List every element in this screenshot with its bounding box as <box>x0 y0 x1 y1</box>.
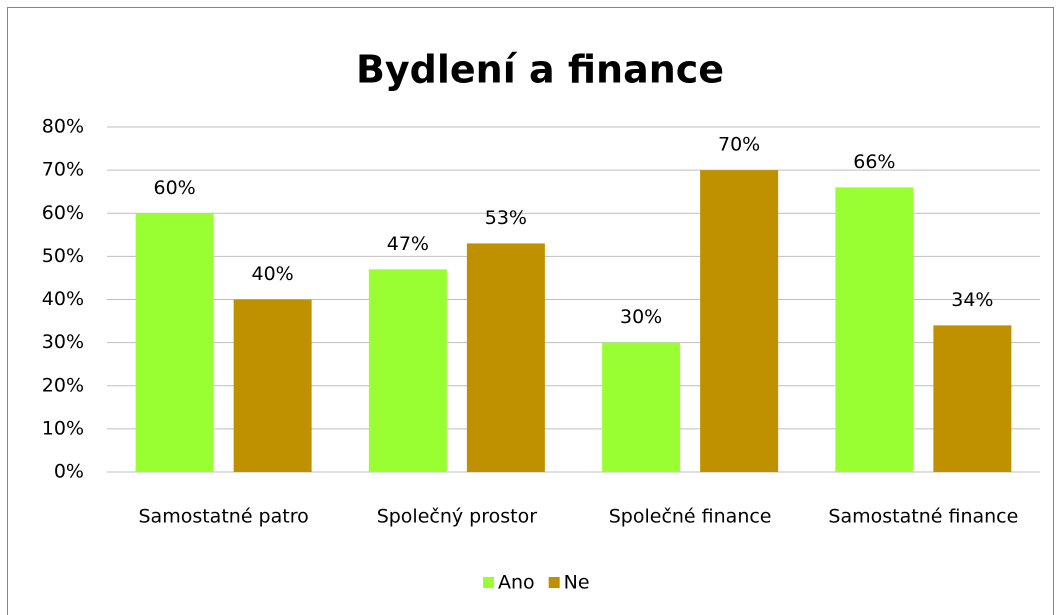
y-tick-label: 20% <box>42 374 84 396</box>
x-tick-label: Společné finance <box>609 506 772 528</box>
y-tick-label: 0% <box>54 461 84 483</box>
chart-title: Bydlení a finance <box>356 48 724 92</box>
y-tick-label: 30% <box>42 331 84 353</box>
x-tick-label: Samostatné patro <box>139 506 309 528</box>
bar <box>368 269 447 472</box>
data-label: 30% <box>620 306 662 328</box>
bar <box>835 187 914 472</box>
data-label: 40% <box>252 263 294 285</box>
legend-label: Ne <box>564 572 590 594</box>
y-tick-label: 40% <box>42 288 84 310</box>
data-label: 60% <box>154 177 196 199</box>
y-tick-label: 50% <box>42 245 84 267</box>
y-tick-label: 80% <box>42 116 84 138</box>
data-label: 34% <box>951 289 993 311</box>
x-tick-label: Samostatné finance <box>828 506 1018 528</box>
x-tick-label: Společný prostor <box>377 506 538 528</box>
data-label: 47% <box>387 233 429 255</box>
y-tick-label: 60% <box>42 202 84 224</box>
y-tick-label: 70% <box>42 159 84 181</box>
legend-swatch <box>548 577 560 588</box>
bar <box>466 243 545 472</box>
bar <box>233 299 312 472</box>
bar <box>933 325 1012 472</box>
data-label: 70% <box>718 134 760 156</box>
bar <box>135 213 214 472</box>
data-label: 66% <box>853 151 895 173</box>
legend-swatch <box>483 577 494 588</box>
bar <box>602 342 681 472</box>
data-label: 53% <box>485 207 527 229</box>
y-tick-label: 10% <box>42 417 84 439</box>
legend-label: Ano <box>498 572 535 594</box>
bar <box>700 170 779 472</box>
